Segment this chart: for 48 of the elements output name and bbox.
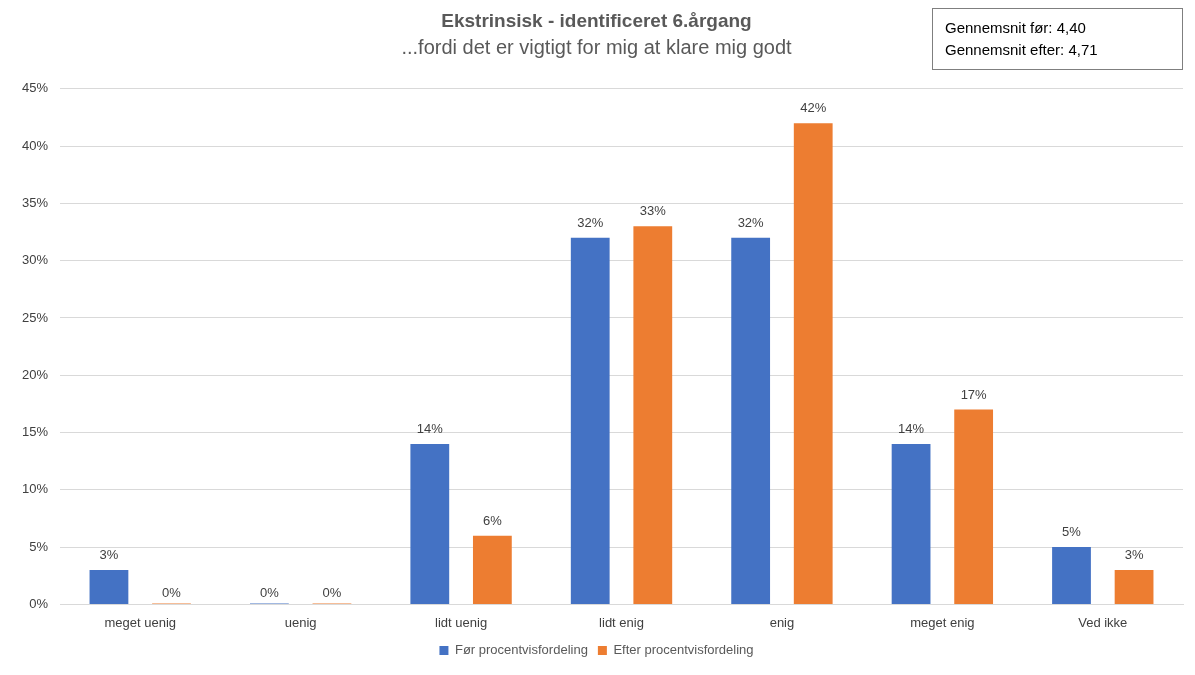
bar (793, 123, 833, 604)
chart-title: Ekstrinsisk - identificeret 6.årgang (441, 9, 752, 31)
data-label: 32% (737, 214, 765, 230)
y-tick-label: 5% (29, 538, 49, 554)
y-tick-label: 35% (21, 194, 49, 210)
data-label: 17% (960, 386, 988, 402)
data-label: 32% (577, 214, 604, 230)
data-label: 3% (99, 547, 119, 563)
y-tick-label: 25% (21, 309, 49, 325)
chart-subtitle: ...fordi det er vigtigt for mig at klare mig godt (401, 36, 793, 59)
bar (954, 409, 994, 604)
data-label: 0% (259, 585, 280, 601)
x-tick-label: meget enig (910, 614, 975, 630)
data-label: 0% (162, 585, 182, 601)
legend-label: Efter procentvisfordeling (613, 642, 754, 658)
data-label: 42% (800, 100, 827, 116)
y-tick-label: 15% (21, 424, 49, 440)
y-tick-label: 0% (29, 595, 49, 611)
bar (472, 535, 512, 604)
legend-label: Før procentvisfordeling (454, 642, 588, 658)
bar (89, 570, 129, 604)
bar (891, 443, 931, 604)
x-tick-label: lidt uenig (435, 614, 488, 630)
bar (1052, 547, 1091, 604)
bar (633, 226, 673, 604)
x-tick-label: enig (769, 614, 795, 630)
y-tick-label: 20% (21, 366, 49, 382)
text: Gennemsnit efter: 4,71 (945, 40, 1099, 60)
y-tick-label: 40% (21, 137, 49, 153)
data-label: 33% (639, 203, 667, 219)
x-tick-label: uenig (284, 614, 317, 630)
x-tick-label: Ved ikke (1078, 614, 1128, 630)
bar (1114, 570, 1154, 604)
y-tick-label: 45% (21, 80, 49, 96)
data-label: 5% (1062, 524, 1082, 540)
bar (731, 237, 771, 604)
data-label: 6% (482, 512, 503, 528)
bar (570, 237, 610, 604)
bar (410, 443, 450, 604)
y-tick-label: 30% (21, 252, 49, 268)
text: Gennemsnit før: 4,40 (945, 18, 1087, 38)
x-tick-label: meget uenig (104, 614, 177, 630)
data-label: 3% (1124, 547, 1144, 563)
x-tick-label: lidt enig (599, 614, 644, 630)
y-tick-label: 10% (21, 481, 49, 497)
data-label: 14% (898, 421, 925, 437)
data-label: 0% (322, 585, 342, 601)
data-label: 14% (416, 421, 444, 437)
